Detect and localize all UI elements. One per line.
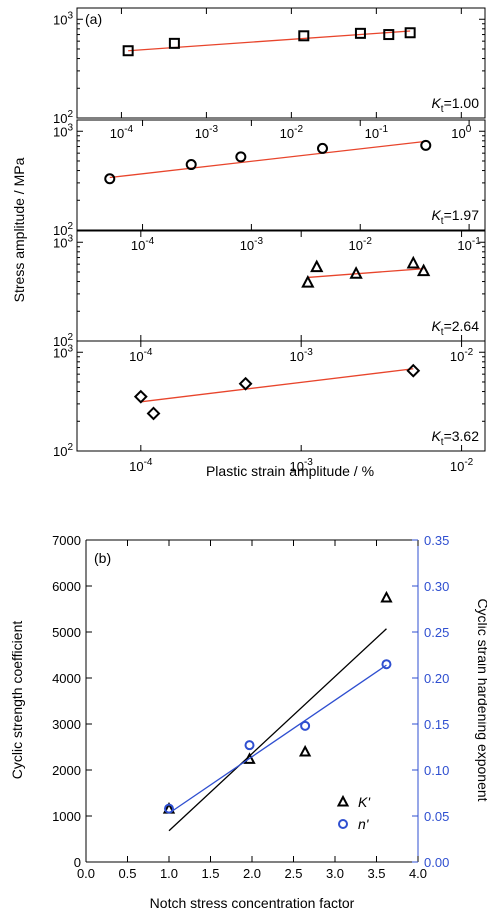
x-tick-label: 10-3 [240, 236, 264, 253]
data-point [416, 263, 431, 277]
x-tick-label: 3.0 [326, 866, 344, 881]
data-point [298, 30, 310, 42]
subpanel-frame [76, 340, 486, 452]
data-point [310, 259, 324, 273]
data-point [164, 803, 174, 814]
x-tick-label: 10-2 [450, 457, 474, 474]
legend-marker [338, 819, 348, 829]
y-tick-label: 103 [53, 343, 73, 360]
y-tick-label: 102 [53, 442, 73, 459]
data-point [300, 720, 311, 731]
y-tick-label: 102 [53, 332, 73, 349]
x-tick-label: 4.0 [409, 866, 427, 881]
data-point [383, 29, 395, 41]
data-point [420, 139, 432, 151]
y-tick-label: 6000 [52, 579, 81, 594]
data-point [185, 159, 197, 171]
data-point [146, 406, 161, 421]
y2-tick-label: 0.25 [424, 625, 449, 640]
fit-line [307, 268, 424, 279]
y2-tick-label: 0.30 [424, 579, 449, 594]
subpanel-frame [76, 7, 486, 119]
y2-tick-label: 0.10 [424, 763, 449, 778]
data-point [104, 173, 116, 185]
y-axis-title-a: Stress amplitude / MPa [11, 157, 27, 302]
data-point [133, 389, 148, 404]
y2-tick-label: 0.15 [424, 717, 449, 732]
kt-label: Kt=1.00 [431, 95, 479, 115]
x-tick-label: 10-2 [450, 347, 474, 364]
data-point [381, 659, 392, 670]
fit-line [109, 140, 426, 179]
data-point [349, 266, 363, 279]
fit-line [168, 664, 387, 814]
y-tick-label: 5000 [52, 625, 81, 640]
x-tick-label: 10-2 [349, 236, 373, 253]
y2-tick-label: 0.00 [424, 855, 449, 870]
y-tick-label: 103 [53, 122, 73, 139]
kt-label: Kt=3.62 [431, 428, 479, 448]
data-point [316, 142, 328, 154]
y-tick-label: 0 [74, 855, 81, 870]
x-axis-title-a: Plastic strain amplitude / % [206, 463, 374, 479]
x-tick-label: 10-4 [110, 124, 134, 141]
x-tick-label: 1.0 [160, 866, 178, 881]
legend-label: n' [358, 816, 370, 832]
panel-label-a: (a) [85, 11, 102, 27]
y-tick-label: 103 [53, 10, 73, 27]
y2-tick-label: 0.35 [424, 533, 449, 548]
subpanel-frame [76, 119, 486, 231]
x-tick-label: 0.0 [77, 866, 95, 881]
x-tick-label: 0.5 [118, 866, 136, 881]
legend-label: K' [358, 794, 371, 810]
data-point [243, 752, 256, 764]
x-tick-label: 100 [451, 124, 471, 141]
data-point [168, 37, 180, 49]
y-axis-title-b: Cyclic strength coefficient [9, 621, 25, 780]
x-tick-label: 10-4 [129, 347, 153, 364]
y2-tick-label: 0.20 [424, 671, 449, 686]
data-point [354, 27, 366, 39]
panel-label-b: (b) [94, 550, 111, 566]
data-point [244, 740, 255, 751]
x-tick-label: 10-1 [457, 236, 481, 253]
fit-line [168, 628, 387, 832]
kt-label: Kt=2.64 [431, 318, 479, 338]
data-point [404, 27, 416, 39]
x-tick-label: 2.5 [284, 866, 302, 881]
data-point [122, 45, 134, 57]
x-tick-label: 3.5 [367, 866, 385, 881]
data-point [301, 274, 315, 288]
y2-tick-label: 0.05 [424, 809, 449, 824]
data-point [406, 255, 420, 269]
x-tick-label: 10-3 [290, 457, 314, 474]
y-tick-label: 103 [53, 233, 73, 250]
x-tick-label: 1.5 [201, 866, 219, 881]
x-tick-label: 10-4 [131, 236, 155, 253]
x-tick-label: 10-1 [365, 124, 389, 141]
x-axis-title-b: Notch stress concentration factor [150, 895, 355, 911]
x-tick-label: 10-3 [195, 124, 219, 141]
data-point [298, 744, 312, 757]
x-tick-label: 10-4 [129, 457, 153, 474]
x-tick-label: 2.0 [243, 866, 261, 881]
y-tick-label: 102 [53, 109, 73, 126]
data-point [235, 151, 247, 163]
y-tick-label: 2000 [52, 763, 81, 778]
y-tick-label: 7000 [52, 533, 81, 548]
y-tick-label: 3000 [52, 717, 81, 732]
y-tick-label: 1000 [52, 809, 81, 824]
y2-axis-title-b: Cyclic strain hardening exponent [475, 598, 487, 801]
data-point [406, 363, 421, 378]
fit-line [140, 368, 414, 403]
data-point [238, 376, 253, 391]
x-tick-label: 10-2 [280, 124, 304, 141]
kt-label: Kt=1.97 [431, 207, 479, 227]
legend-marker [336, 794, 350, 807]
y-tick-label: 102 [53, 221, 73, 238]
y-tick-label: 4000 [52, 671, 81, 686]
x-tick-label: 10-3 [290, 347, 314, 364]
data-point [380, 590, 393, 603]
